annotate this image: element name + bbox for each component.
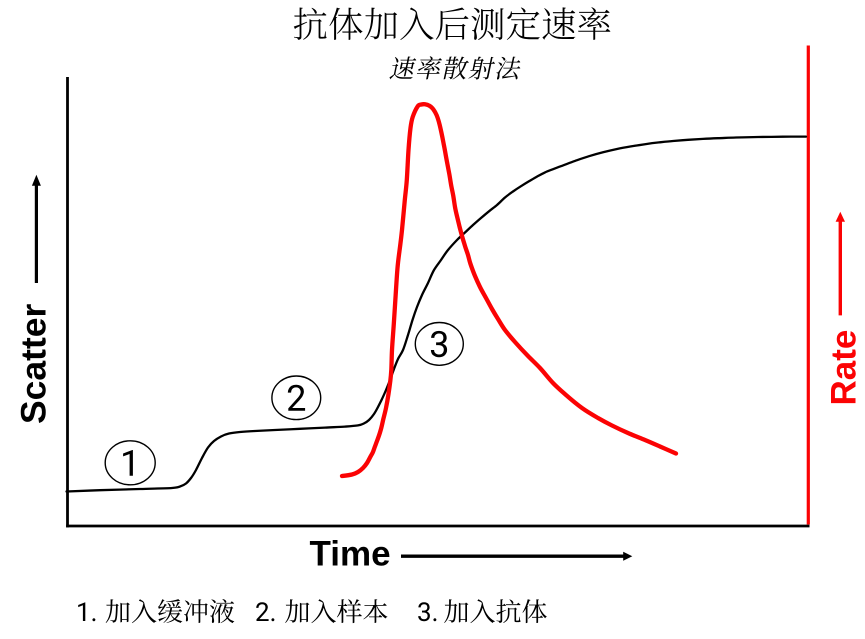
svg-text:Rate: Rate <box>825 330 864 406</box>
svg-text:Scatter: Scatter <box>14 303 54 424</box>
svg-text:Time: Time <box>310 534 391 573</box>
